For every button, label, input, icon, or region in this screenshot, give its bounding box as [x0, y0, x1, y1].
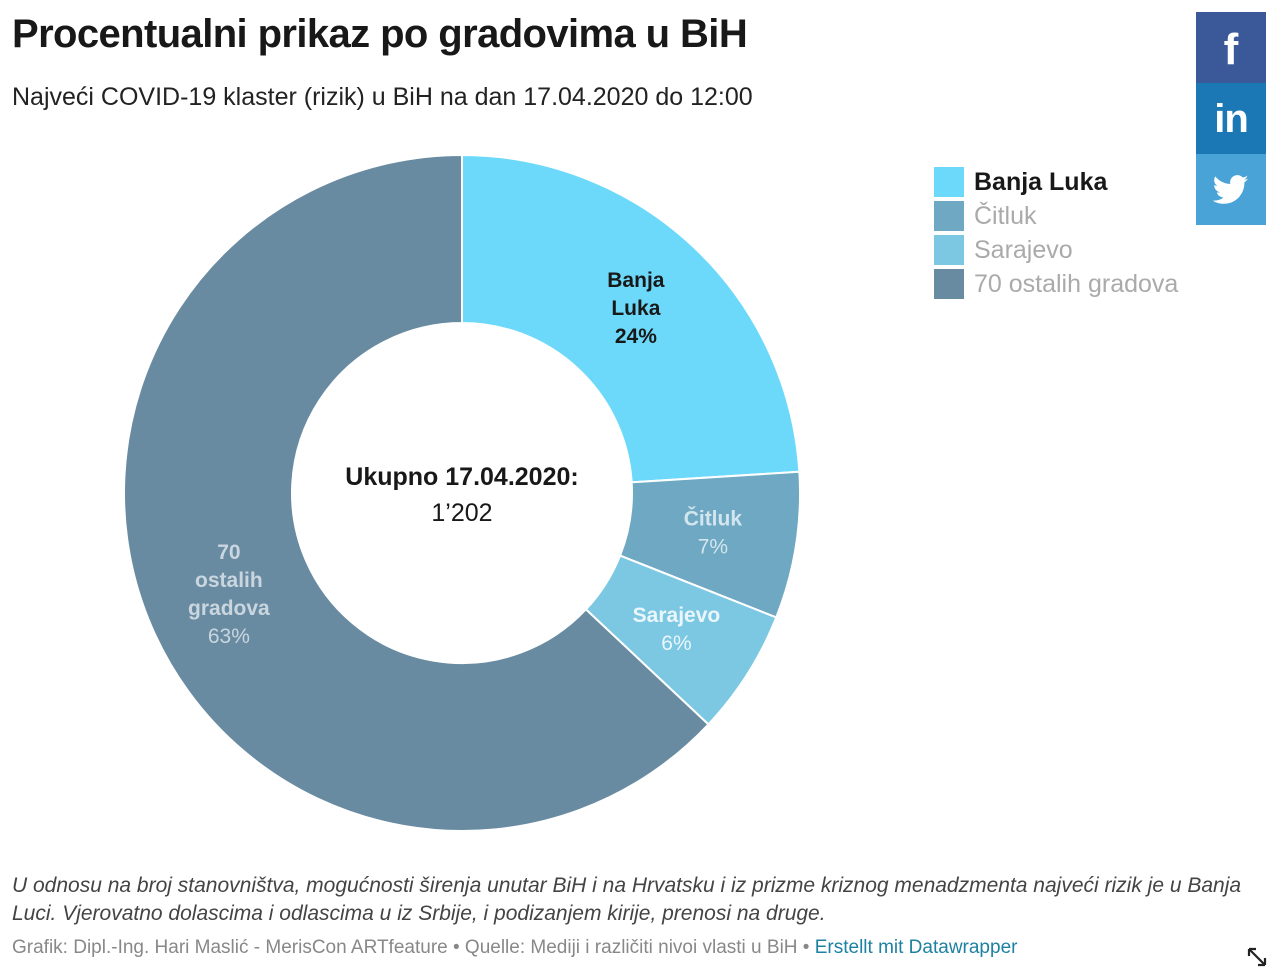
center-total-value: 1’202: [431, 499, 492, 527]
twitter-icon: [1213, 174, 1249, 204]
facebook-icon: f: [1223, 24, 1239, 74]
chart-footer: Grafik: Dipl.-Ing. Hari Maslić - MerisCo…: [12, 937, 1017, 959]
donut-chart: Banja Luka 24% Čitluk 7% Sarajevo 6% 70 ostalih g…: [123, 153, 801, 832]
legend-label: Sarajevo: [974, 235, 1073, 264]
slice-name-label: 70: [217, 541, 240, 564]
donut-slice-banja-luka[interactable]: [461, 153, 801, 484]
datawrapper-link[interactable]: Erstellt mit Datawrapper: [814, 937, 1018, 958]
slice-value-label: 63%: [208, 625, 250, 648]
slice-label: Čitluk 7%: [684, 507, 743, 559]
slice-value-label: 24%: [615, 325, 657, 348]
resize-icon[interactable]: [1246, 946, 1268, 968]
slice-name-label: Sarajevo: [633, 604, 721, 627]
slice-value-label: 6%: [661, 632, 691, 655]
share-bar: f in: [1196, 12, 1266, 225]
slice-label: Sarajevo 6%: [633, 604, 721, 655]
facebook-share-button[interactable]: f: [1196, 12, 1266, 83]
slice-name-label: gradova: [188, 597, 270, 620]
slice-name-label: ostalih: [195, 569, 263, 592]
linkedin-share-button[interactable]: in: [1196, 83, 1266, 154]
legend-item-citluk[interactable]: Čitluk: [934, 199, 1178, 233]
legend-swatch: [934, 167, 964, 197]
footer-credit: Grafik: Dipl.-Ing. Hari Maslić - MerisCo…: [12, 937, 815, 958]
chart-title: Procentualni prikaz po gradovima u BiH: [12, 12, 748, 56]
legend-label: 70 ostalih gradova: [974, 269, 1179, 298]
center-total-title: Ukupno 17.04.2020:: [345, 463, 578, 491]
legend-item-banja-luka[interactable]: Banja Luka: [934, 165, 1178, 199]
legend-item-sarajevo[interactable]: Sarajevo: [934, 233, 1178, 267]
chart-notes: U odnosu na broj stanovništva, mogućnost…: [12, 874, 1242, 925]
linkedin-icon: in: [1214, 96, 1249, 141]
legend-swatch: [934, 201, 964, 231]
slice-name-label: Čitluk: [684, 507, 743, 531]
legend-item-ostali-gradovi[interactable]: 70 ostalih gradova: [934, 267, 1178, 301]
legend-label: Čitluk: [974, 201, 1037, 230]
donut-slice-70-ostalih-gradova[interactable]: [123, 153, 710, 832]
legend-swatch: [934, 269, 964, 299]
slice-value-label: 7%: [698, 536, 728, 559]
chart-legend: Banja Luka Čitluk Sarajevo 70 ostalih gr…: [934, 165, 1178, 301]
chart-subtitle: Najveći COVID-19 klaster (rizik) u BiH n…: [12, 83, 753, 111]
legend-swatch: [934, 235, 964, 265]
slice-name-label: Luka: [611, 297, 660, 320]
slice-label: 70 ostalih gradova 63%: [188, 541, 270, 648]
legend-label: Banja Luka: [974, 167, 1108, 196]
twitter-share-button[interactable]: [1196, 154, 1266, 225]
slice-name-label: Banja: [607, 269, 665, 292]
slice-label: Banja Luka 24%: [607, 269, 665, 348]
